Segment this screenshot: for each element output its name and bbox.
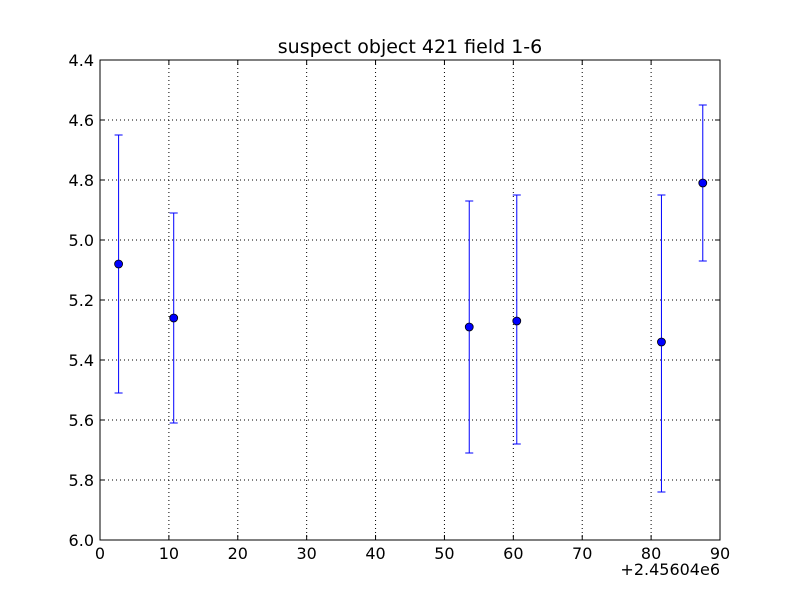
- y-tick-label: 4.6: [69, 111, 94, 130]
- y-tick-label: 5.8: [69, 471, 94, 490]
- x-tick-label: 90: [710, 544, 730, 563]
- data-point: [657, 337, 666, 347]
- y-tick-label: 5.2: [69, 291, 94, 310]
- x-tick-label: 10: [159, 544, 179, 563]
- x-offset-label: +2.45604e6: [620, 560, 720, 579]
- y-tick-label: 4.8: [69, 171, 94, 190]
- data-point: [464, 322, 474, 332]
- data-point: [169, 313, 179, 323]
- data-point: [698, 178, 708, 188]
- x-tick-label: 20: [228, 544, 248, 563]
- axes-frame: [99, 59, 721, 541]
- y-tick-label: 5.0: [69, 231, 94, 250]
- plot-area: suspect object 421 field 1-6 0 10 20 30 40 50 6…: [69, 36, 731, 579]
- y-tick-label: 5.4: [69, 351, 94, 370]
- x-tick-label: 0: [95, 544, 105, 563]
- x-tick-label: 30: [296, 544, 316, 563]
- chart-title: suspect object 421 field 1-6: [278, 36, 543, 58]
- y-tick-label: 4.4: [69, 51, 94, 70]
- data-point: [114, 259, 123, 269]
- x-tick-label: 50: [434, 544, 454, 563]
- y-tick-label: 6.0: [69, 531, 94, 550]
- x-tick-label: 60: [503, 544, 523, 563]
- data-point: [512, 316, 522, 326]
- x-tick-label: 40: [365, 544, 385, 563]
- x-tick-label: 80: [641, 544, 661, 563]
- x-tick-label: 70: [572, 544, 592, 563]
- y-tick-label: 5.6: [69, 411, 94, 430]
